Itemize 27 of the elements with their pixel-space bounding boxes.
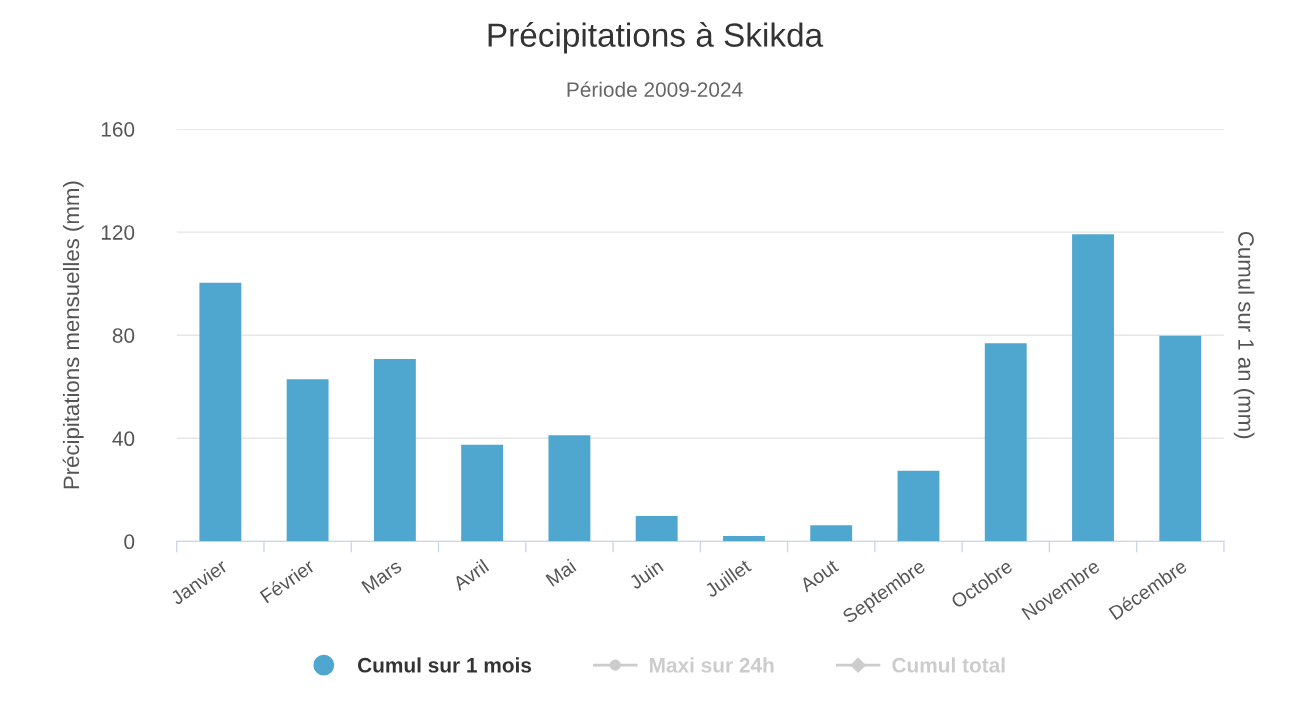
bar (635, 516, 678, 542)
y-tick-label: 160 (101, 122, 135, 137)
chart-title: Précipitations à Skikda (488, 22, 824, 54)
x-tick-label: Mars (361, 558, 403, 594)
bar (461, 444, 504, 542)
legend-label: Cumul sur 1 mois (357, 657, 532, 673)
bar (810, 525, 853, 542)
bar (1072, 234, 1114, 542)
y-tick-label: 80 (112, 328, 135, 343)
chart-subtitle: Période 2009-2024 (567, 81, 743, 97)
x-tick-label: Aout (798, 558, 840, 593)
bar (1159, 335, 1202, 542)
bar (723, 535, 765, 542)
y-tick-label: 0 (124, 534, 135, 550)
bar (897, 470, 940, 542)
bar (984, 343, 1027, 542)
x-tick-label: Juin (627, 558, 664, 590)
bar (548, 435, 591, 542)
x-tick-label: Mai (545, 558, 577, 587)
y2-axis-title: Cumul sur 1 an (mm) (1233, 231, 1255, 439)
y-tick-label: 40 (112, 431, 135, 447)
y-tick-label: 120 (101, 225, 135, 240)
bar (199, 282, 242, 542)
bar (373, 358, 416, 542)
x-tick-label: Avril (451, 558, 490, 592)
y-axis-title: Précipitations mensuelles (mm) (62, 181, 84, 489)
bar (286, 379, 329, 542)
